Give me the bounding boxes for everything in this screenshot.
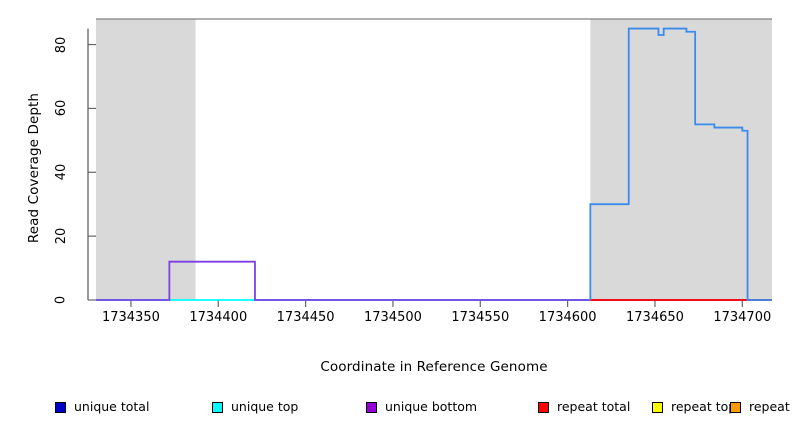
legend-label-unique-top: unique top xyxy=(231,399,299,414)
y-tick-label-text-0: 0 xyxy=(53,295,69,305)
x-tick-label-6: 1734650 xyxy=(626,310,684,325)
y-tick-label-4: 80 xyxy=(52,36,70,53)
legend-item-unique-total[interactable]: unique total xyxy=(55,398,149,416)
legend-label-repeat-top: repeat top xyxy=(671,399,737,414)
x-tick-label-4: 1734550 xyxy=(451,310,510,325)
legend-swatch-icon-unique-bottom xyxy=(366,401,377,413)
x-tick-label-3: 1734500 xyxy=(363,310,422,325)
y-tick-label-text-4: 80 xyxy=(53,36,69,53)
x-tick-label-1: 1734400 xyxy=(189,310,248,325)
y-tick-label-2: 40 xyxy=(52,163,70,181)
series-line-repeat-bottom xyxy=(589,27,772,301)
legend-item-repeat-total[interactable]: repeat total xyxy=(538,398,630,416)
legend-label-repeat-bottom: repeat bottom xyxy=(749,399,792,414)
y-tick-label-text-2: 40 xyxy=(53,163,69,181)
x-tick-label-5: 1734600 xyxy=(538,310,597,325)
y-tick-label-text-3: 60 xyxy=(53,100,69,117)
y-axis-title: Read Coverage Depth xyxy=(26,92,42,244)
x-tick-label-0: 1734350 xyxy=(101,310,160,325)
y-tick-label-text-1: 20 xyxy=(53,227,69,245)
legend-label-unique-bottom: unique bottom xyxy=(385,399,478,414)
legend-swatch-icon-unique-top xyxy=(212,401,223,413)
y-tick-label-3: 60 xyxy=(52,100,70,117)
shaded-region-repeat-region-right xyxy=(590,19,772,300)
x-tick-label-2: 1734450 xyxy=(276,310,335,325)
legend-label-repeat-total: repeat total xyxy=(557,399,631,414)
y-tick-label-0: 0 xyxy=(52,293,70,308)
legend-item-unique-top[interactable]: unique top xyxy=(212,398,298,416)
legend-swatch-icon-unique-total xyxy=(55,401,66,413)
legend-item-repeat-top[interactable]: repeat top xyxy=(652,398,736,416)
legend-swatch-icon-repeat-bottom xyxy=(730,401,741,413)
legend-item-unique-bottom[interactable]: unique bottom xyxy=(366,398,477,416)
x-tick-label-7: 1734700 xyxy=(713,310,772,325)
chart-legend: unique total unique top unique bottom repea… xyxy=(0,398,792,420)
x-axis-title: Coordinate in Reference Genome xyxy=(320,359,548,375)
legend-swatch-icon-repeat-top xyxy=(652,401,663,413)
legend-item-repeat-bottom[interactable]: repeat bottom xyxy=(730,398,792,416)
y-tick-label-1: 20 xyxy=(52,227,70,245)
legend-swatch-icon-repeat-total xyxy=(538,401,549,413)
shaded-region-repeat-region-left xyxy=(96,19,196,300)
legend-label-unique-total: unique total xyxy=(74,399,150,414)
